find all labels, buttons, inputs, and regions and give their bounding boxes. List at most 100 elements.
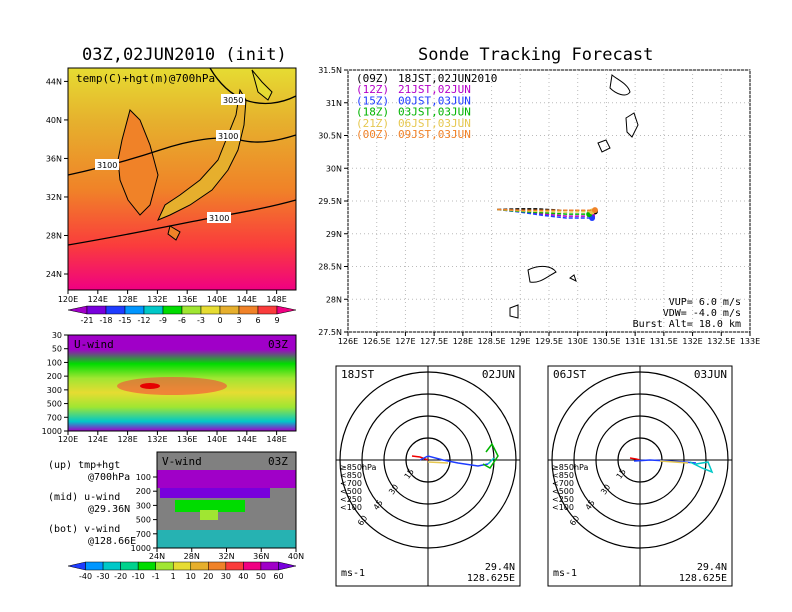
track-y-axis: 27.5N 28N 28.5N 29N 29.5N 30N 30.5N 31N 31.5N: [318, 66, 348, 337]
colorbar-swatch: [243, 561, 262, 571]
temperature-colorbar: -21 -18 -15 -12 -9 -6 -3 0 3 6 9: [67, 305, 297, 325]
v-x-tick-label: 40N: [288, 552, 304, 561]
pressure-legend-item: <500: [552, 487, 574, 496]
track-series-line: [497, 208, 595, 211]
pressure-legend-item: ≥850hPa: [340, 463, 377, 472]
v-wind-y-axis: 100 200 300 500 700 1000: [131, 473, 157, 553]
colorbar-swatch: [219, 305, 240, 315]
v-wind-x-axis: 24N 28N 32N 36N 40N: [149, 548, 304, 561]
jet-max: [140, 383, 160, 389]
contour-label-box: [207, 212, 231, 223]
v-wind-band: [157, 470, 296, 488]
hodograph-unit: ms-1: [553, 568, 577, 579]
jet-core: [117, 377, 227, 395]
colorbar-label: -18: [99, 316, 112, 325]
u-wind-x-axis: 120E 124E 128E 132E 136E 140E 144E 148E: [58, 431, 287, 444]
map-y-tick-label: 44N: [46, 77, 62, 86]
pressure-legend-item: <700: [340, 479, 362, 488]
colorbar-swatch: [86, 305, 107, 315]
hokkaido-coast: [251, 69, 273, 101]
colorbar-label: 3: [236, 316, 241, 325]
colorbar-swatch: [257, 305, 278, 315]
track-x-tick-label: 128.5E: [478, 337, 506, 346]
u-wind-label: U-wind: [74, 338, 114, 351]
track-x-tick-label: 129.5E: [535, 337, 563, 346]
island-outline: [625, 112, 639, 138]
legend-text: 03JST,03JUN: [398, 106, 471, 119]
u-wind-time: 03Z: [268, 338, 288, 351]
island-outline: [527, 265, 557, 283]
hodograph-lat: 29.4N: [697, 562, 727, 573]
map-y-axis: 24N 28N 32N 36N 40N 44N: [46, 77, 68, 279]
island-outline: [609, 74, 631, 96]
colorbar-swatch: [155, 561, 174, 571]
u-y-tick-label: 30: [52, 331, 62, 340]
track-x-tick-label: 129E: [510, 337, 530, 346]
hodograph-trace: [427, 461, 449, 464]
colorbar-swatch: [172, 561, 192, 571]
colorbar-label: 30: [221, 572, 231, 581]
colorbar-swatch: [105, 305, 126, 315]
u-x-tick-label: 136E: [177, 435, 197, 444]
colorbar-swatch: [181, 305, 202, 315]
track-y-tick-label: 28N: [326, 295, 342, 304]
wind-colorbar: -40 -30 -20 -10 -1 1 10 20 30 40 50 60: [67, 561, 297, 581]
hodograph-lon: 128.625E: [679, 573, 727, 584]
height-contour: [67, 199, 297, 246]
track-x-tick-label: 126.5E: [363, 337, 391, 346]
track-x-tick-label: 128E: [453, 337, 473, 346]
contour-label-box: [95, 159, 119, 170]
u-x-tick-label: 132E: [147, 435, 167, 444]
pressure-legend-item: ≥850hPa: [552, 463, 589, 472]
map-frame: [67, 67, 297, 291]
map-x-tick-label: 120E: [58, 295, 78, 304]
param-vdw: VDW= -4.0 m/s: [663, 308, 741, 319]
colorbar-swatch: [190, 561, 209, 571]
island-outline: [597, 139, 611, 153]
v-y-tick-label: 1000: [131, 544, 151, 553]
colorbar-swatch: [162, 305, 183, 315]
v-y-tick-label: 100: [136, 473, 151, 482]
colorbar-label: -12: [137, 316, 150, 325]
colorbar-label: 60: [273, 572, 283, 581]
note-bot: (bot) v-wind: [48, 524, 120, 535]
v-wind-band: [157, 530, 296, 548]
v-x-tick-label: 28N: [184, 552, 200, 561]
legend-text: 18JST,02JUN2010: [398, 72, 497, 85]
colorbar-label: 0: [217, 316, 222, 325]
u-wind-frame: [67, 334, 297, 432]
colorbar-swatch: [137, 561, 156, 571]
island-outline: [569, 274, 577, 282]
hodograph-trace: [487, 457, 495, 465]
v-y-tick-label: 500: [136, 516, 151, 525]
map-x-tick-label: 140E: [207, 295, 227, 304]
hodograph-lat: 29.4N: [485, 562, 515, 573]
v-y-tick-label: 300: [136, 501, 151, 510]
map-y-tick-label: 24N: [46, 270, 62, 279]
u-y-tick-label: 300: [47, 386, 62, 395]
track-x-tick-label: 127.5E: [420, 337, 448, 346]
colorbar-label: 40: [238, 572, 248, 581]
u-x-tick-label: 140E: [207, 435, 227, 444]
colorbar-label: -9: [159, 316, 167, 325]
u-y-tick-label: 100: [47, 358, 62, 367]
u-y-tick-label: 200: [47, 372, 62, 381]
legend-code: (00Z): [356, 128, 389, 141]
pressure-legend-item: <100: [552, 503, 574, 512]
v-x-tick-label: 36N: [253, 552, 269, 561]
contour-label: 3100: [97, 161, 117, 170]
track-y-tick-label: 28.5N: [318, 263, 342, 272]
map-x-tick-label: 148E: [266, 295, 286, 304]
track-y-tick-label: 31.5N: [318, 66, 342, 75]
colorbar-label: 10: [186, 572, 196, 581]
track-panel: 126E 126.5E 127E 127.5E 128E 128.5E 129E 129.5E…: [318, 66, 760, 346]
u-x-tick-label: 120E: [58, 435, 78, 444]
map-label: temp(C)+hgt(m)@700hPa: [76, 72, 215, 85]
track-y-tick-label: 30.5N: [318, 132, 342, 141]
colorbar-swatch: [102, 561, 121, 571]
colorbar-label: -1: [152, 572, 160, 581]
colorbar-label: -10: [132, 572, 145, 581]
track-end-point: [591, 207, 598, 214]
